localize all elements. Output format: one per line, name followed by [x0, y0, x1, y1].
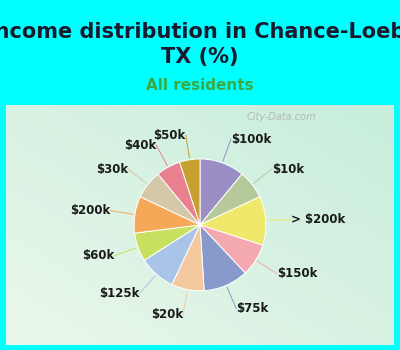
Text: > $200k: > $200k — [291, 213, 345, 226]
Wedge shape — [134, 225, 200, 260]
Wedge shape — [134, 197, 200, 233]
Text: $150k: $150k — [277, 267, 317, 280]
Text: $10k: $10k — [272, 163, 304, 176]
Wedge shape — [172, 225, 204, 291]
Text: $60k: $60k — [82, 249, 114, 262]
Wedge shape — [200, 174, 260, 225]
Text: $200k: $200k — [70, 204, 110, 217]
Text: Income distribution in Chance-Loeb,
TX (%): Income distribution in Chance-Loeb, TX (… — [0, 22, 400, 67]
Text: $30k: $30k — [96, 163, 128, 176]
Text: $50k: $50k — [154, 128, 186, 141]
Text: All residents: All residents — [146, 78, 254, 93]
Wedge shape — [140, 174, 200, 225]
Wedge shape — [200, 159, 242, 225]
Text: $100k: $100k — [231, 133, 271, 146]
Wedge shape — [180, 159, 200, 225]
Wedge shape — [158, 162, 200, 225]
Text: $20k: $20k — [151, 308, 183, 321]
Wedge shape — [200, 197, 266, 245]
Wedge shape — [200, 225, 245, 291]
Text: $75k: $75k — [236, 302, 268, 315]
Wedge shape — [200, 225, 263, 273]
Text: City-Data.com: City-Data.com — [246, 112, 316, 122]
Text: $40k: $40k — [124, 139, 156, 152]
Wedge shape — [144, 225, 200, 285]
Text: $125k: $125k — [100, 287, 140, 300]
